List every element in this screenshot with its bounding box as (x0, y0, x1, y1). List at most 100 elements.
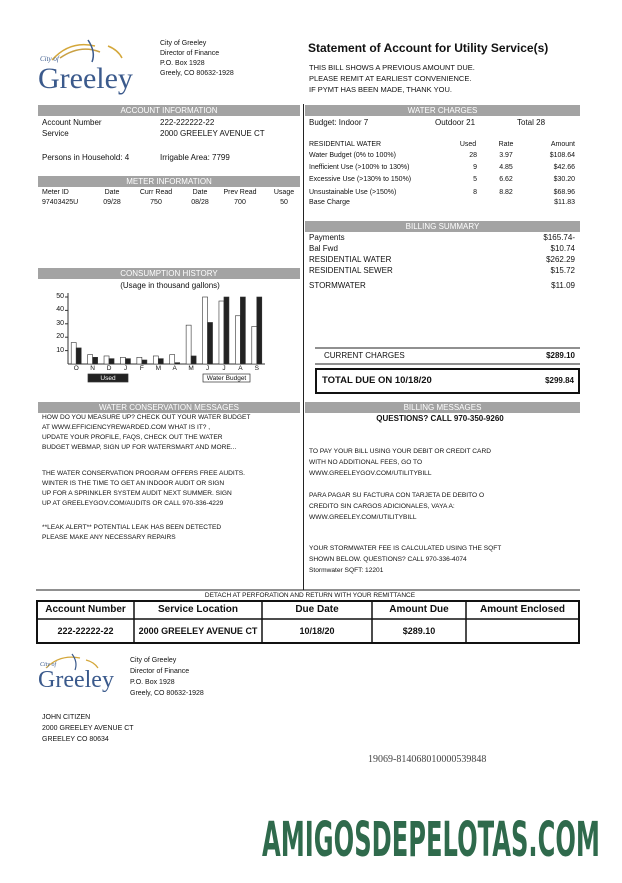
y-tick-label: 50 (56, 293, 64, 300)
section-header: METER INFORMATION (38, 176, 300, 187)
charge-rate: 8.82 (499, 189, 513, 196)
x-tick-label: M (155, 365, 161, 372)
bar (92, 356, 98, 365)
logo-swoosh (51, 39, 123, 63)
logo-prefix: City of (40, 55, 59, 63)
message-line: THE WATER CONSERVATION PROGRAM OFFERS FR… (42, 470, 245, 477)
total-due-box (315, 368, 580, 394)
message-line: PLEASE MAKE ANY NECESSARY REPAIRS (42, 534, 176, 541)
notice: IF PYMT HAS BEEN MADE, THANK YOU. (309, 85, 452, 94)
org-address: Director of Finance (160, 50, 220, 57)
message-line: SHOWN BELOW. QUESTIONS? CALL 970-336-407… (309, 556, 467, 563)
charge-used: 9 (473, 164, 477, 171)
bar (251, 326, 258, 365)
bar (256, 296, 263, 365)
charge-rate: 4.85 (499, 164, 513, 171)
meter-header: Usage (273, 189, 295, 196)
meter-value: 750 (150, 199, 162, 206)
table-header: Account Number (45, 604, 126, 615)
label: Persons in Household: 4 (42, 153, 130, 162)
bar (240, 296, 246, 365)
label: Service (42, 129, 69, 138)
label: Account Number (42, 118, 102, 127)
meter-header: Prev Read (223, 189, 257, 196)
charge-label: Water Budget (0% to 100%) (309, 152, 396, 159)
budget: Budget: Indoor 7 (309, 118, 369, 127)
bar (207, 322, 213, 365)
return-address: Director of Finance (130, 668, 190, 675)
message-line: WWW.GREELEY.COM/UTILITYBILL (309, 514, 417, 521)
budget: Outdoor 21 (435, 118, 476, 127)
message-line: PARA PAGAR SU FACTURA CON TARJETA DE DEB… (309, 492, 485, 499)
charge-header: RESIDENTIAL WATER (309, 141, 382, 148)
table-header: Due Date (295, 604, 339, 615)
legend-swatch (202, 373, 251, 383)
legend-label: Used (100, 374, 116, 382)
charge-label: Base Charge (309, 199, 350, 206)
summary-amount: $165.74- (543, 233, 575, 242)
bar (223, 296, 230, 365)
notice: THIS BILL SHOWS A PREVIOUS AMOUNT DUE. (309, 63, 475, 72)
x-tick-label: F (139, 365, 144, 372)
summary-label: Payments (309, 233, 345, 242)
bar (136, 356, 143, 365)
charge-rate: 6.62 (499, 176, 513, 183)
bar (190, 355, 197, 365)
message-line: Stormwater SQFT: 12201 (309, 567, 384, 574)
message-line: YOUR STORMWATER FEE IS CALCULATED USING … (309, 545, 502, 552)
message-line: UP FOR A SPRINKLER SYSTEM AUDIT NEXT SUM… (42, 490, 232, 497)
summary-amount: $262.29 (546, 255, 575, 264)
logo-name: Greeley (38, 62, 133, 95)
x-tick-label: A (172, 365, 177, 372)
notice: PLEASE REMIT AT EARLIEST CONVENIENCE. (309, 74, 472, 83)
meter-value: 50 (280, 199, 288, 206)
x-tick-label: J (205, 365, 210, 372)
logo-swoosh-small (45, 653, 99, 671)
total-amount: $299.84 (545, 376, 574, 385)
org-address: P.O. Box 1928 (160, 60, 205, 67)
x-tick-label: J (222, 365, 226, 372)
current-amount: $289.10 (546, 351, 575, 360)
charge-amount: $108.64 (549, 152, 575, 159)
section-header: ACCOUNT INFORMATION (38, 105, 300, 116)
bar (152, 355, 159, 365)
org-address: Greely, CO 80632-1928 (160, 70, 234, 77)
customer-address: GREELEY CO 80634 (42, 736, 109, 743)
section-header: WATER CONSERVATION MESSAGES (38, 402, 300, 413)
table-cell: 222-22222-22 (57, 626, 114, 636)
message-line: TO PAY YOUR BILL USING YOUR DEBIT OR CRE… (309, 448, 491, 455)
summary-amount: $11.09 (551, 281, 575, 290)
bar (218, 300, 225, 365)
x-tick-label: A (238, 365, 243, 372)
message-line: UPDATE YOUR PROFILE, FAQS, CHECK OUT THE… (42, 434, 223, 441)
section-header: WATER CHARGES (305, 105, 580, 116)
table-header: Service Location (157, 604, 239, 615)
summary-amount: $15.72 (550, 266, 575, 275)
y-tick-label: 20 (56, 333, 64, 341)
summary-label: STORMWATER (309, 281, 366, 290)
message-line: WWW.GREELEYGOV.COM/UTILITYBILL (309, 470, 432, 477)
message-line: UP AT GREELEYGOV.COM/AUDITS OR CALL 970-… (42, 500, 224, 507)
logo-prefix: City of (40, 662, 57, 668)
meter-value: 08/28 (191, 199, 209, 206)
value: Irrigable Area: 7799 (160, 153, 230, 162)
table-cell: $289.10 (402, 626, 436, 636)
customer-address: 2000 GREELEY AVENUE CT (42, 725, 134, 732)
value: 2000 GREELEY AVENUE CT (160, 129, 265, 138)
detach-note: DETACH AT PERFORATION AND RETURN WITH YO… (204, 592, 416, 599)
summary-label: RESIDENTIAL SEWER (309, 266, 393, 275)
charge-header: Rate (498, 141, 514, 148)
remittance-table (36, 600, 580, 644)
meter-header: Meter ID (42, 189, 69, 196)
watermark: AMIGOSDEPELOTAS.COM (262, 812, 600, 868)
bar (235, 315, 241, 365)
statement-title: Statement of Account for Utility Service… (308, 41, 549, 55)
x-tick-label: S (254, 365, 259, 372)
meter-value: 700 (234, 199, 246, 206)
charge-label: Inefficient Use (>100% to 130%) (309, 164, 410, 171)
charge-label: Unsustainable Use (>150%) (309, 189, 397, 196)
x-tick-label: J (123, 365, 128, 372)
message-heading: QUESTIONS? CALL 970-350-9260 (376, 414, 504, 423)
message-line: CREDITO SIN CARGOS ADICIONALES, VAYA A: (309, 503, 455, 510)
meter-header: Date (104, 189, 120, 196)
